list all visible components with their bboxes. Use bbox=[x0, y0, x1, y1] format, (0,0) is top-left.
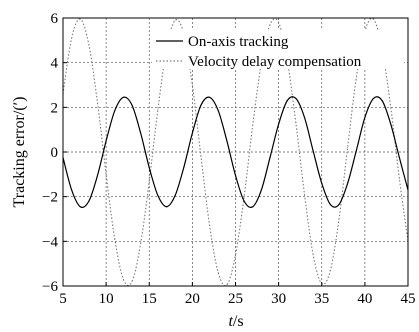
velocity-delay-point bbox=[191, 84, 193, 86]
on-axis-point bbox=[372, 97, 375, 99]
on-axis-point bbox=[131, 104, 133, 106]
x-tick-label: 35 bbox=[314, 291, 329, 307]
x-axis-label: t/s bbox=[228, 313, 243, 330]
velocity-delay-point bbox=[226, 284, 228, 286]
on-axis-point bbox=[148, 167, 150, 169]
velocity-delay-point bbox=[79, 18, 81, 20]
on-axis-point bbox=[295, 97, 297, 99]
on-axis-point bbox=[321, 182, 323, 184]
velocity-delay-point bbox=[209, 225, 211, 227]
on-axis-point bbox=[286, 100, 288, 102]
velocity-delay-point bbox=[269, 24, 271, 26]
x-tick-label: 5 bbox=[59, 291, 67, 307]
velocity-delay-point bbox=[398, 178, 400, 180]
velocity-delay-point bbox=[303, 193, 306, 196]
velocity-delay-point bbox=[252, 124, 254, 126]
on-axis-point bbox=[183, 167, 185, 169]
legend-box bbox=[152, 30, 404, 69]
velocity-delay-point bbox=[71, 37, 73, 39]
on-axis-point bbox=[329, 203, 331, 206]
on-axis-point bbox=[165, 206, 168, 208]
on-axis-point bbox=[88, 200, 90, 202]
on-axis-point bbox=[122, 96, 124, 98]
velocity-delay-point bbox=[122, 278, 124, 280]
on-axis-point bbox=[71, 189, 73, 191]
y-tick-label: 2 bbox=[51, 100, 59, 116]
velocity-delay-point bbox=[329, 269, 331, 271]
x-tick-label: 30 bbox=[271, 291, 286, 307]
on-axis-point bbox=[355, 150, 357, 152]
on-axis-point bbox=[157, 194, 159, 197]
velocity-delay-point bbox=[140, 242, 142, 245]
legend-label-velocity-delay: Velocity delay compensation bbox=[188, 54, 362, 70]
y-tick-label: −4 bbox=[42, 234, 58, 250]
velocity-delay-point bbox=[278, 21, 280, 24]
velocity-delay-point bbox=[355, 77, 357, 79]
on-axis-point bbox=[252, 206, 254, 208]
on-axis-point bbox=[79, 206, 81, 208]
on-axis-point bbox=[381, 100, 383, 102]
on-axis-point bbox=[217, 110, 219, 112]
on-axis-point bbox=[209, 96, 211, 98]
on-axis-point bbox=[269, 156, 271, 159]
velocity-delay-point bbox=[390, 106, 392, 108]
on-axis-point bbox=[260, 189, 262, 191]
y-tick-label: 0 bbox=[51, 145, 59, 161]
velocity-delay-point bbox=[347, 146, 349, 149]
y-tick-label: −6 bbox=[42, 279, 58, 295]
on-axis-point bbox=[398, 156, 400, 159]
velocity-delay-point bbox=[234, 254, 237, 256]
on-axis-point bbox=[191, 132, 193, 134]
velocity-delay-point bbox=[295, 122, 297, 124]
x-tick-label: 10 bbox=[99, 291, 114, 307]
on-axis-point bbox=[96, 174, 99, 177]
on-axis-point bbox=[243, 200, 245, 202]
x-tick-label: 20 bbox=[185, 291, 200, 307]
x-axis-label-variable: t bbox=[228, 313, 233, 330]
y-tick-label: 4 bbox=[51, 56, 59, 72]
velocity-delay-point bbox=[114, 238, 116, 240]
on-axis-point bbox=[140, 132, 142, 134]
velocity-delay-point bbox=[105, 173, 107, 175]
velocity-delay-point bbox=[148, 180, 150, 182]
velocity-delay-point bbox=[217, 272, 219, 274]
velocity-delay-point bbox=[372, 18, 375, 20]
velocity-delay-point bbox=[312, 254, 314, 256]
on-axis-point bbox=[200, 104, 202, 106]
series-line-velocity-delay bbox=[62, 17, 409, 287]
legend: On-axis tracking Velocity delay compensa… bbox=[152, 30, 404, 70]
on-axis-point bbox=[114, 110, 116, 112]
x-tick-label: 40 bbox=[357, 291, 372, 307]
on-axis-point bbox=[234, 174, 237, 177]
on-axis-point bbox=[390, 123, 392, 125]
on-axis-point bbox=[312, 150, 314, 152]
on-axis-point bbox=[347, 182, 349, 184]
velocity-delay-point bbox=[131, 280, 133, 283]
velocity-delay-point bbox=[96, 102, 99, 104]
on-axis-point bbox=[174, 194, 176, 197]
on-axis-point bbox=[226, 140, 228, 142]
on-axis-point bbox=[338, 203, 340, 206]
on-axis-point bbox=[364, 116, 366, 118]
on-axis-point bbox=[278, 123, 280, 125]
y-axis-label: Tracking error/(′) bbox=[11, 97, 28, 208]
velocity-delay-point bbox=[243, 196, 245, 198]
x-tick-label: 45 bbox=[401, 291, 416, 307]
y-tick-label: −2 bbox=[42, 190, 58, 206]
velocity-delay-point bbox=[338, 218, 340, 220]
velocity-delay-point bbox=[174, 19, 176, 21]
velocity-delay-point bbox=[200, 155, 202, 158]
x-axis-label-unit: /s bbox=[233, 313, 244, 330]
velocity-delay-point bbox=[157, 108, 159, 111]
y-tick-label: 6 bbox=[51, 11, 59, 27]
legend-label-on-axis: On-axis tracking bbox=[188, 34, 289, 50]
velocity-delay-point bbox=[88, 44, 90, 46]
x-tick-label: 15 bbox=[142, 291, 157, 307]
on-axis-point bbox=[303, 116, 306, 118]
axis-ticks: 5 10 15 20 25 30 35 40 45 −6 −4 −2 0 2 4 6 bbox=[42, 11, 415, 307]
x-tick-label: 25 bbox=[228, 291, 243, 307]
on-axis-point bbox=[105, 140, 107, 142]
